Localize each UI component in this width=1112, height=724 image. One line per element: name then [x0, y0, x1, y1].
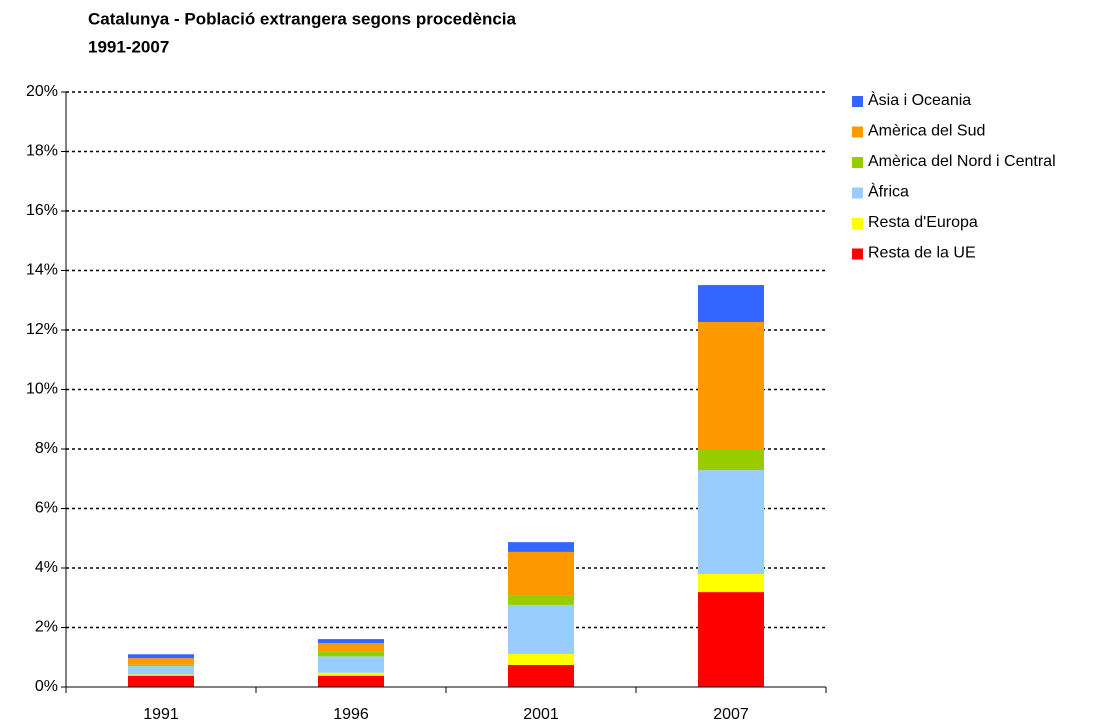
bar-segment	[508, 595, 574, 605]
x-tick-label: 2007	[713, 706, 749, 723]
bar-segment	[508, 653, 574, 665]
bar-segment	[508, 551, 574, 596]
bar-segment	[318, 675, 384, 687]
legend-swatch	[852, 157, 863, 168]
bar-segment	[128, 664, 194, 667]
legend-label: Àfrica	[868, 182, 909, 201]
bar-segment	[508, 604, 574, 654]
bar-segment	[128, 654, 194, 659]
y-tick-label: 2%	[35, 619, 58, 636]
bar-segment	[318, 651, 384, 657]
legend-swatch	[852, 218, 863, 229]
y-tick-label: 8%	[35, 440, 58, 457]
bar-segment	[128, 666, 194, 675]
legend-label: Resta de la UE	[868, 245, 976, 262]
legend-label: Amèrica del Sud	[868, 123, 985, 140]
legend-label: Amèrica del Nord i Central	[868, 153, 1056, 170]
bar-segment	[698, 285, 764, 322]
y-tick-label: 20%	[26, 83, 58, 100]
bar-segment	[318, 672, 384, 676]
x-tick-label: 1996	[333, 706, 369, 723]
bar-segment	[318, 656, 384, 673]
bar-segment	[698, 573, 764, 593]
y-tick-label: 18%	[26, 143, 58, 160]
chart-subtitle: 1991-2007	[88, 37, 169, 56]
bar-segment	[698, 592, 764, 687]
y-tick-label: 16%	[26, 202, 58, 219]
bar-segment	[698, 470, 764, 574]
bar-segment	[318, 639, 384, 643]
bar-segment	[508, 664, 574, 687]
y-tick-label: 6%	[35, 500, 58, 517]
legend-label: Resta d'Europa	[868, 214, 978, 231]
y-tick-label: 10%	[26, 381, 58, 398]
y-tick-label: 12%	[26, 321, 58, 338]
bar-segment	[128, 675, 194, 687]
y-tick-label: 14%	[26, 262, 58, 279]
x-tick-label: 1991	[143, 706, 179, 723]
y-tick-label: 4%	[35, 559, 58, 576]
bar-segment	[318, 642, 384, 652]
bar-segment	[128, 674, 194, 676]
chart-title: Catalunya - Població extrangera segons p…	[88, 9, 517, 28]
legend-swatch	[852, 96, 863, 107]
legend-swatch	[852, 126, 863, 138]
bar-segment	[698, 449, 764, 471]
y-tick-label: 0%	[35, 678, 58, 695]
bar-segment	[508, 542, 574, 552]
bar-segment	[698, 321, 764, 449]
legend-swatch	[852, 248, 863, 260]
legend-label: Àsia i Oceania	[868, 90, 971, 109]
legend-swatch	[852, 187, 863, 199]
x-tick-label: 2001	[523, 706, 559, 723]
bar-segment	[128, 658, 194, 665]
